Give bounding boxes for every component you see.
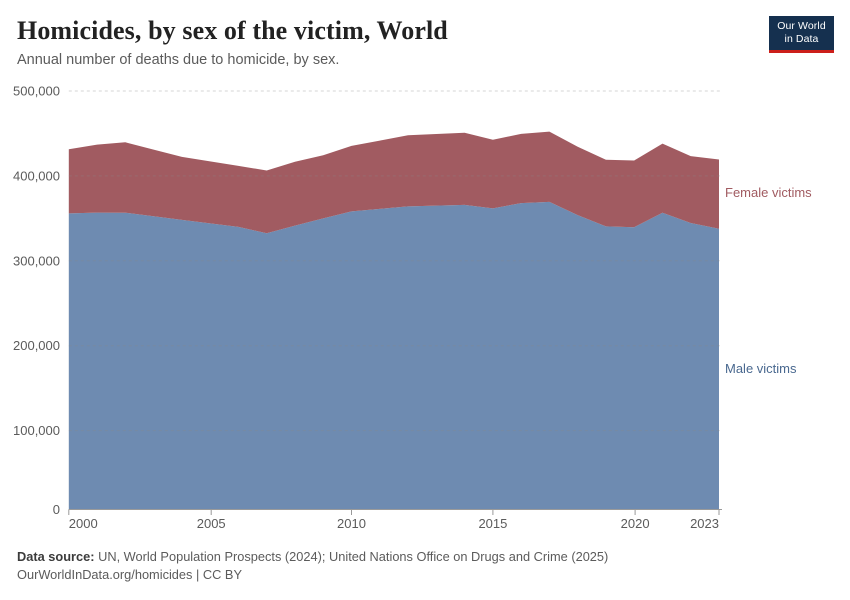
svg-text:2005: 2005 (197, 516, 226, 531)
svg-text:2015: 2015 (478, 516, 507, 531)
svg-text:2000: 2000 (69, 516, 98, 531)
svg-text:100,000: 100,000 (13, 423, 60, 438)
svg-text:400,000: 400,000 (13, 168, 60, 183)
svg-text:Male victims: Male victims (725, 361, 797, 376)
svg-text:Female victims: Female victims (725, 185, 812, 200)
svg-text:500,000: 500,000 (13, 84, 60, 99)
svg-text:300,000: 300,000 (13, 253, 60, 268)
svg-text:2023: 2023 (690, 516, 719, 531)
svg-text:0: 0 (53, 502, 60, 517)
svg-text:2010: 2010 (337, 516, 366, 531)
svg-text:200,000: 200,000 (13, 338, 60, 353)
svg-text:2020: 2020 (621, 516, 650, 531)
